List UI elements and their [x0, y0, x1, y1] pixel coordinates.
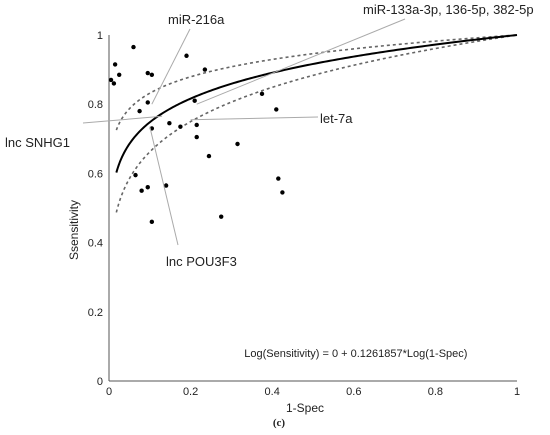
- axes: 0 0.2 0.4 0.6 0.8 1 0 0.2 0.4 0.6 0.8 1: [88, 30, 520, 398]
- lower-confidence-curve: [115, 34, 518, 213]
- data-point: [112, 62, 118, 67]
- annotation-label: miR-133a-3p, 136-5p, 382-5p: [363, 2, 534, 17]
- annotation-label: miR-216a: [168, 12, 225, 27]
- x-tick-label: 1: [514, 386, 520, 398]
- data-point: [139, 188, 144, 193]
- data-point: [178, 124, 183, 129]
- data-point: [145, 185, 150, 190]
- data-point: [117, 72, 122, 77]
- data-point: [276, 176, 281, 181]
- upper-confidence-curve: [115, 34, 518, 131]
- x-tick-label: 0.4: [265, 386, 280, 398]
- data-point: [149, 219, 155, 225]
- data-point: [133, 172, 138, 178]
- data-point: [235, 141, 240, 147]
- x-axis-label: 1-Spec: [286, 401, 324, 415]
- data-point: [163, 183, 169, 188]
- data-point: [108, 77, 114, 83]
- data-point: [167, 121, 172, 126]
- annotation-label: lnc POU3F3: [166, 254, 237, 269]
- annotation-leader-line: [82, 115, 163, 124]
- data-point: [192, 98, 197, 103]
- y-tick-label: 0: [97, 376, 103, 388]
- data-point: [145, 70, 150, 76]
- annotation-leader-line: [190, 116, 319, 121]
- x-tick-label: 0: [106, 386, 112, 398]
- data-point: [145, 100, 150, 105]
- data-point: [111, 81, 117, 86]
- data-point: [137, 108, 142, 114]
- data-point: [274, 107, 279, 112]
- fit-equation: Log(Sensitivity) = 0 + 0.1261857*Log(1-S…: [244, 348, 467, 360]
- x-tick-label: 0.8: [428, 386, 443, 398]
- y-tick-label: 1: [97, 30, 103, 42]
- annotation-leader-line: [149, 126, 179, 246]
- panel-label: (c): [273, 417, 286, 429]
- fit-curves: [115, 34, 518, 213]
- data-point: [194, 122, 199, 128]
- data-point: [194, 134, 199, 140]
- data-point: [184, 53, 189, 58]
- annotation-leader-line: [151, 28, 191, 105]
- y-tick-label: 0.4: [88, 238, 103, 250]
- annotation-leader-line: [196, 18, 406, 105]
- annotations: miR-216a miR-133a-3p, 136-5p, 382-5p lnc S…: [5, 2, 534, 269]
- data-point: [206, 153, 212, 159]
- y-axis-label: Ssensitivity: [67, 200, 81, 260]
- data-point: [219, 214, 224, 219]
- data-point: [259, 91, 265, 97]
- data-point: [202, 67, 208, 72]
- data-point: [131, 44, 136, 50]
- annotation-label: let-7a: [320, 111, 353, 126]
- y-tick-label: 0.2: [88, 307, 103, 319]
- x-tick-label: 0.6: [346, 386, 361, 398]
- data-point: [149, 72, 155, 77]
- y-tick-label: 0.8: [88, 99, 103, 111]
- annotation-label: lnc SNHG1: [5, 135, 70, 150]
- data-points: [108, 44, 285, 225]
- fitted-curve: [115, 34, 518, 173]
- data-point: [280, 190, 285, 195]
- x-tick-label: 0.2: [183, 386, 198, 398]
- y-tick-label: 0.6: [88, 168, 103, 180]
